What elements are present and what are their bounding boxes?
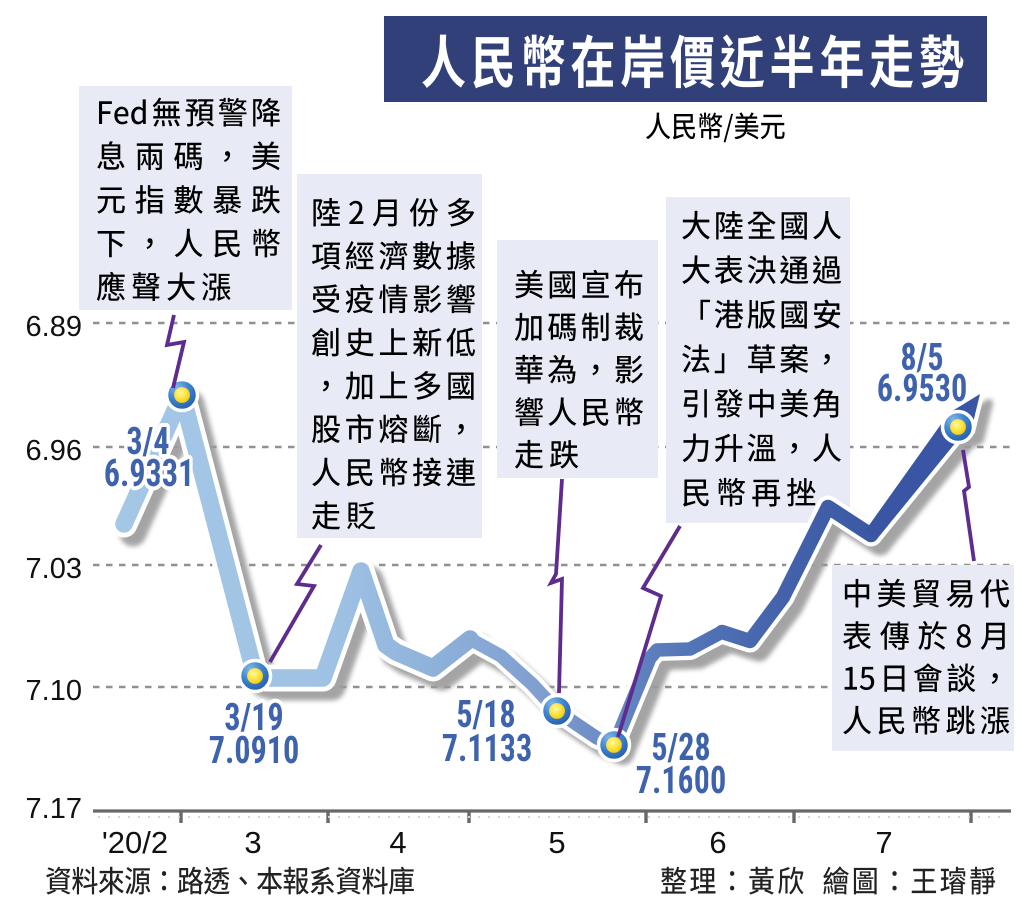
svg-text:7.10: 7.10 xyxy=(26,675,82,707)
svg-text:4: 4 xyxy=(389,825,406,860)
svg-text:6.96: 6.96 xyxy=(26,435,82,467)
svg-text:3: 3 xyxy=(244,825,261,860)
svg-text:7: 7 xyxy=(875,825,892,860)
svg-text:7.17: 7.17 xyxy=(26,793,82,825)
svg-text:'20/2: '20/2 xyxy=(102,825,168,860)
svg-text:6.89: 6.89 xyxy=(26,311,82,343)
svg-text:6: 6 xyxy=(709,825,726,860)
svg-text:7.03: 7.03 xyxy=(26,553,82,585)
svg-text:5: 5 xyxy=(548,825,565,860)
